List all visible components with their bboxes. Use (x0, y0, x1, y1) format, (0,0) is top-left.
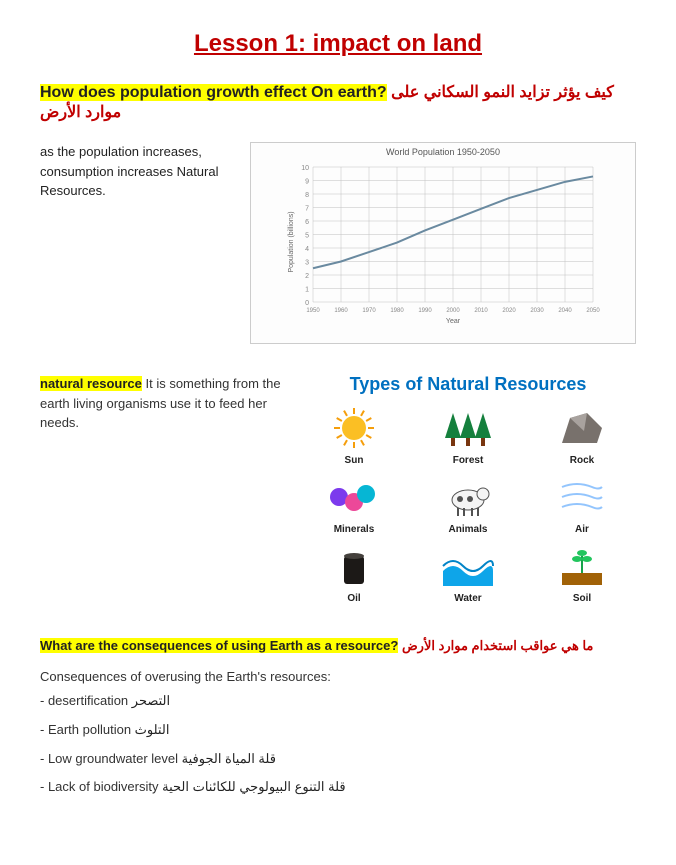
svg-text:8: 8 (305, 192, 309, 199)
svg-text:6: 6 (305, 219, 309, 226)
consequence-ar: التلوث (135, 722, 170, 737)
soil-icon (552, 541, 612, 591)
consequence-en: - Low groundwater level (40, 751, 182, 766)
resource-label: Minerals (300, 524, 408, 535)
resources-grid: Sun Forest Rock Minerals Animals Air Oil Water S… (300, 403, 636, 604)
resource-item: Minerals (300, 472, 408, 535)
svg-text:3: 3 (305, 260, 309, 267)
consequence-ar: قلة التنوع البيولوجي للكائنات الحية (162, 779, 346, 794)
rock-icon (552, 403, 612, 453)
consequence-ar: التصحر (132, 693, 170, 708)
resource-item: Air (528, 472, 636, 535)
resource-item: Oil (300, 541, 408, 604)
resource-definition: natural resource It is something from th… (40, 374, 290, 433)
svg-text:10: 10 (301, 165, 309, 172)
svg-text:Year: Year (446, 318, 461, 325)
resources-panel: Types of Natural Resources Sun Forest Rock… (300, 374, 636, 604)
consequences-section: What are the consequences of using Earth… (40, 634, 636, 800)
resource-label: Sun (300, 455, 408, 466)
svg-text:2010: 2010 (474, 308, 488, 314)
consequence-en: - Earth pollution (40, 722, 135, 737)
water-icon (438, 541, 498, 591)
resource-item: Sun (300, 403, 408, 466)
consequence-item: - Earth pollution التلوث (40, 718, 636, 743)
resource-label: Water (414, 593, 522, 604)
resource-item: Water (414, 541, 522, 604)
q1-english: How does population growth effect On ear… (40, 84, 387, 101)
animals-icon (438, 472, 498, 522)
svg-text:4: 4 (305, 246, 309, 253)
resource-item: Animals (414, 472, 522, 535)
resource-item: Rock (528, 403, 636, 466)
svg-text:5: 5 (305, 233, 309, 240)
svg-text:1: 1 (305, 287, 309, 294)
q2-arabic: ما هي عواقب استخدام موارد الأرض (402, 638, 593, 653)
population-text: as the population increases, consumption… (40, 142, 240, 201)
consequences-list: - desertification التصحر - Earth pollutio… (40, 689, 636, 800)
minerals-icon (324, 472, 384, 522)
resource-label: Forest (414, 455, 522, 466)
svg-text:0: 0 (305, 300, 309, 307)
consequence-en: - desertification (40, 693, 132, 708)
sun-icon (324, 403, 384, 453)
lesson-title: Lesson 1: impact on land (40, 30, 636, 58)
forest-icon (438, 403, 498, 453)
resource-label: Oil (300, 593, 408, 604)
resource-label: Animals (414, 524, 522, 535)
population-chart: World Population 1950-2050 0 1 2 3 4 5 6 7 8 9 10 1… (250, 142, 636, 344)
resource-item: Forest (414, 403, 522, 466)
svg-text:1960: 1960 (334, 308, 348, 314)
svg-text:2030: 2030 (530, 308, 544, 314)
question-2: What are the consequences of using Earth… (40, 634, 636, 659)
svg-text:1970: 1970 (362, 308, 376, 314)
natural-resource-section: natural resource It is something from th… (40, 374, 636, 604)
chart-title: World Population 1950-2050 (251, 147, 635, 157)
svg-text:2020: 2020 (502, 308, 516, 314)
resource-label: Rock (528, 455, 636, 466)
resource-term: natural resource (40, 376, 142, 391)
resource-label: Air (528, 524, 636, 535)
consequence-item: - Lack of biodiversity قلة التنوع البيول… (40, 775, 636, 800)
svg-text:1950: 1950 (306, 308, 320, 314)
question-1: How does population growth effect On ear… (40, 82, 636, 122)
svg-text:9: 9 (305, 179, 309, 186)
resources-title: Types of Natural Resources (300, 374, 636, 395)
svg-text:2: 2 (305, 273, 309, 280)
resource-label: Soil (528, 593, 636, 604)
consequence-en: - Lack of biodiversity (40, 779, 162, 794)
svg-text:2050: 2050 (586, 308, 600, 314)
consequence-item: - Low groundwater level قلة المياة الجوف… (40, 747, 636, 772)
resource-item: Soil (528, 541, 636, 604)
consequence-ar: قلة المياة الجوفية (182, 751, 276, 766)
consequence-item: - desertification التصحر (40, 689, 636, 714)
svg-text:Population (billions): Population (billions) (288, 211, 295, 272)
q2-english: What are the consequences of using Earth… (40, 638, 398, 653)
population-section: as the population increases, consumption… (40, 142, 636, 344)
svg-text:2000: 2000 (446, 308, 460, 314)
svg-text:2040: 2040 (558, 308, 572, 314)
chart-svg: 0 1 2 3 4 5 6 7 8 9 10 1950 1960 1970 1980 1990 2000 2010… (251, 157, 635, 327)
svg-text:1990: 1990 (418, 308, 432, 314)
consequences-heading: Consequences of overusing the Earth's re… (40, 665, 636, 690)
oil-icon (324, 541, 384, 591)
svg-text:7: 7 (305, 206, 309, 213)
svg-text:1980: 1980 (390, 308, 404, 314)
air-icon (552, 472, 612, 522)
